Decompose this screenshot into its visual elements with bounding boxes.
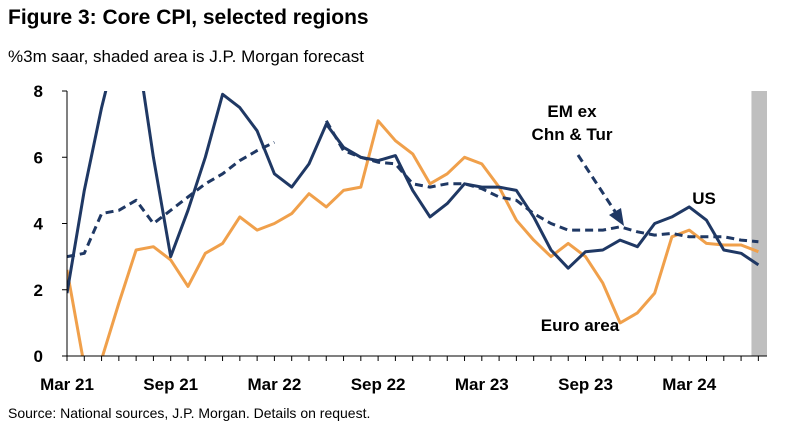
annotation-euro-area: Euro area <box>541 316 620 335</box>
annotation-em-line1: EM ex <box>547 102 597 121</box>
x-tick-label: Sep 23 <box>558 375 613 394</box>
annotation-us: US <box>692 189 716 208</box>
x-tick-label: Mar 21 <box>40 375 94 394</box>
x-tick-label: Sep 21 <box>143 375 198 394</box>
source-note: Source: National sources, J.P. Morgan. D… <box>8 405 371 421</box>
annotation-em-line2: Chn & Tur <box>532 125 613 144</box>
x-tick-label: Mar 22 <box>247 375 301 394</box>
forecast-shaded-area <box>751 91 767 356</box>
series-line-euro-area <box>67 119 759 356</box>
em-arrowhead <box>609 208 624 226</box>
em-annotation-arrow <box>576 154 618 214</box>
series-line-us <box>67 91 760 294</box>
x-tick-label: Mar 23 <box>455 375 509 394</box>
y-tick-label: 2 <box>34 281 43 300</box>
x-tick-label: Mar 24 <box>662 375 716 394</box>
series-line-em-ex-chn-tur <box>67 120 759 259</box>
chart-subtitle: %3m saar, shaded area is J.P. Morgan for… <box>8 47 364 66</box>
chart-title: Figure 3: Core CPI, selected regions <box>8 6 369 29</box>
y-tick-label: 4 <box>34 215 44 234</box>
y-tick-label: 0 <box>34 347 43 366</box>
x-tick-label: Sep 22 <box>351 375 406 394</box>
y-tick-label: 6 <box>34 148 43 167</box>
y-tick-label: 8 <box>34 82 43 101</box>
